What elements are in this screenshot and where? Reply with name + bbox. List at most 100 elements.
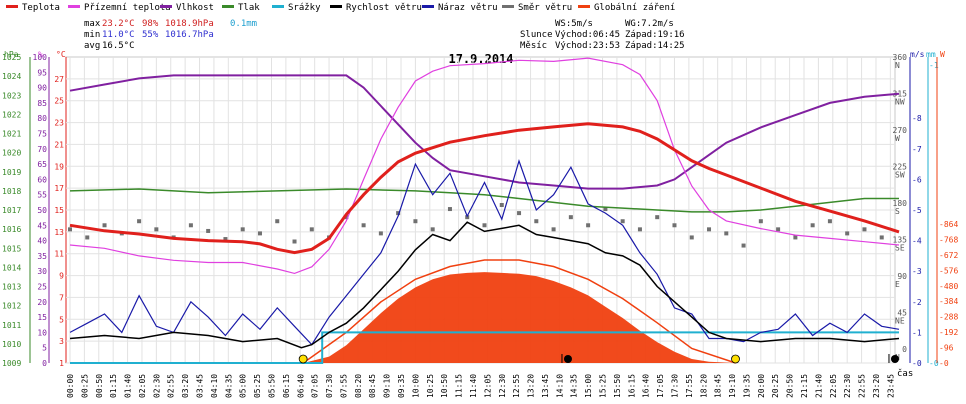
x-tick-29: 12:05 — [483, 374, 492, 398]
point-smer-vetru — [672, 223, 677, 228]
moonrise-marker — [890, 355, 899, 363]
x-tick-0: 00:00 — [66, 374, 75, 398]
point-smer-vetru — [206, 228, 211, 233]
tick-hpa-1018: 1018 — [2, 187, 21, 196]
point-smer-vetru — [188, 223, 193, 228]
tick-direction-135: 135 — [893, 236, 908, 245]
x-axis: 00:00 00:25 00:50 01:15 01:40 02:05 02:30 02:55… — [66, 374, 895, 398]
x-tick-3: 01:15 — [109, 374, 118, 398]
point-smer-vetru — [793, 235, 798, 240]
point-smer-vetru — [534, 219, 539, 224]
tick-percent-30: 30 — [37, 267, 47, 276]
tick-percent-55: 55 — [37, 191, 47, 200]
tick-celsius-17: 17 — [54, 184, 64, 193]
legend-label-teplota: Teplota — [22, 3, 60, 13]
x-tick-34: 14:10 — [555, 374, 564, 398]
info-wg: WG:7.2m/s — [625, 19, 674, 29]
x-tick-31: 12:55 — [512, 374, 521, 398]
tick-celsius-19: 19 — [54, 162, 64, 171]
x-tick-4: 01:40 — [124, 374, 133, 398]
x-tick-22: 09:10 — [383, 374, 392, 398]
tick-celsius-9: 9 — [59, 272, 64, 281]
stat-avg-label: avg — [84, 41, 100, 51]
tick-celsius-27: 27 — [54, 75, 64, 84]
x-tick-13: 05:25 — [253, 374, 262, 398]
x-tick-19: 07:55 — [339, 374, 348, 398]
tick-celsius-25: 25 — [54, 97, 64, 106]
point-smer-vetru — [689, 235, 694, 240]
series-prizemni-teplota — [69, 57, 900, 275]
series-teplota — [69, 122, 900, 255]
legend-label-tlak: Tlak — [238, 3, 260, 13]
point-smer-vetru — [430, 227, 435, 232]
x-tick-8: 03:20 — [181, 374, 190, 398]
series-srazky — [70, 331, 899, 364]
x-tick-9: 03:45 — [196, 374, 205, 398]
point-smer-vetru — [724, 231, 729, 236]
point-smer-vetru — [102, 223, 107, 228]
tick-compass-4: S — [895, 207, 900, 216]
tick-percent-80: 80 — [37, 114, 47, 123]
x-tick-7: 02:55 — [167, 374, 176, 398]
tick-wind-2: -2 — [912, 298, 922, 307]
series-vlhkost — [69, 74, 900, 190]
x-tick-24: 10:00 — [411, 374, 420, 398]
x-tick-17: 07:05 — [311, 374, 320, 398]
x-tick-16: 06:40 — [296, 374, 305, 398]
x-tick-42: 17:30 — [670, 374, 679, 398]
point-smer-vetru — [154, 227, 159, 232]
x-tick-40: 16:40 — [642, 374, 651, 398]
x-tick-45: 18:45 — [714, 374, 723, 398]
legend-swatch-prizemni — [68, 5, 80, 8]
legend-swatch-srazky — [272, 5, 284, 8]
point-smer-vetru — [85, 235, 90, 240]
tick-hpa-1015: 1015 — [2, 244, 21, 253]
tick-celsius-1: 1 — [59, 359, 64, 368]
tick-wind-3: -3 — [912, 267, 922, 276]
x-tick-32: 13:20 — [527, 374, 536, 398]
tick-wind-5: -5 — [912, 206, 922, 215]
stat-avg-temp: 16.5°C — [102, 41, 135, 51]
tick-direction-270: 270 — [893, 126, 908, 135]
point-smer-vetru — [68, 227, 72, 232]
tick-direction-225: 225 — [893, 163, 908, 172]
tick-radiation-768: -768 — [939, 235, 958, 244]
tick-compass-6: W — [895, 134, 900, 143]
tick-wind-4: -4 — [912, 237, 922, 246]
tick-percent-10: 10 — [37, 328, 47, 337]
tick-radiation-384: -384 — [939, 297, 958, 306]
x-tick-51: 21:15 — [800, 374, 809, 398]
stat-rain: 0.1mm — [230, 19, 257, 29]
x-tick-14: 05:50 — [267, 374, 276, 398]
x-tick-26: 10:50 — [440, 374, 449, 398]
legend-label-naraz: Náraz větru — [438, 3, 498, 13]
sun-moon-info: WS:5m/s WG:7.2m/s Slunce Východ:06:45 Zá… — [520, 19, 685, 51]
info-sun-label: Slunce — [520, 30, 553, 40]
point-smer-vetru — [396, 211, 401, 216]
tick-hpa-1020: 1020 — [2, 149, 21, 158]
tick-direction-90: 90 — [897, 272, 907, 281]
point-smer-vetru — [776, 227, 781, 232]
tick-celsius-15: 15 — [54, 206, 64, 215]
legend-label-rychlost: Rychlost větru — [346, 3, 422, 13]
legend-swatch-rychlost — [330, 5, 342, 8]
x-tick-47: 19:35 — [742, 374, 751, 398]
x-tick-48: 20:00 — [757, 374, 766, 398]
tick-percent-95: 95 — [37, 68, 47, 77]
tick-hpa-1016: 1016 — [2, 225, 21, 234]
point-smer-vetru — [257, 231, 262, 236]
stat-min-hum: 55% — [142, 30, 159, 40]
tick-direction-315: 315 — [893, 90, 908, 99]
point-smer-vetru — [603, 207, 608, 212]
point-smer-vetru — [447, 207, 452, 212]
tick-compass-3: SE — [895, 244, 905, 253]
tick-compass-7: NW — [895, 98, 905, 107]
tick-hpa-1012: 1012 — [2, 302, 21, 311]
x-tick-33: 13:45 — [541, 374, 550, 398]
point-smer-vetru — [361, 223, 366, 228]
tick-celsius-21: 21 — [54, 140, 64, 149]
legend-swatch-smer — [502, 5, 514, 8]
tick-percent-90: 90 — [37, 84, 47, 93]
series-naraz-vetru — [69, 159, 900, 346]
point-smer-vetru — [758, 219, 763, 224]
